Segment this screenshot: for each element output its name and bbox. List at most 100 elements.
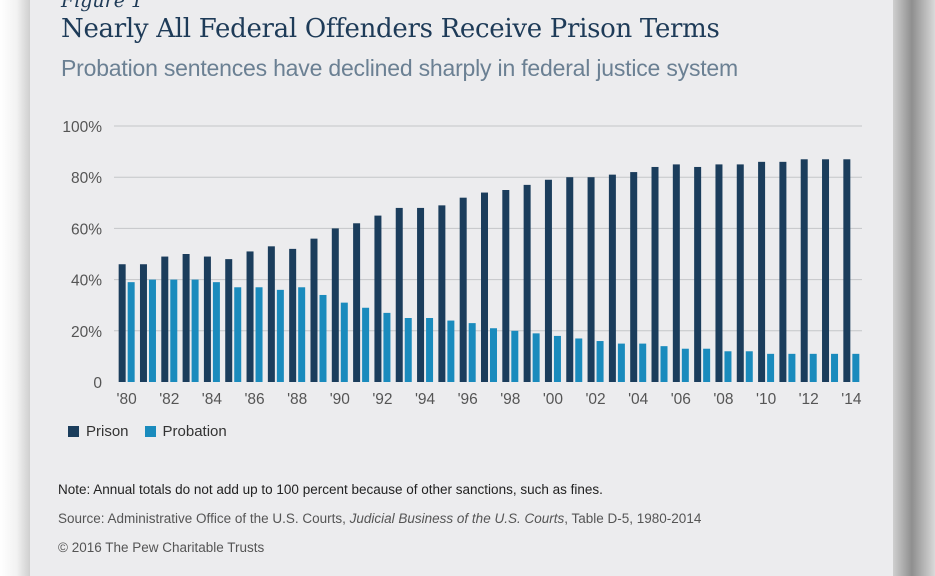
bar-probation-1999 [532,333,540,382]
x-tick-label: '02 [585,391,605,408]
bar-probation-1991 [362,307,370,382]
bar-probation-1981 [148,279,156,382]
legend: Prison Probation [68,423,243,440]
bar-probation-2009 [745,351,753,382]
bar-prison-1985 [225,259,233,382]
x-tick-label: '84 [202,391,223,408]
x-tick-label: '04 [628,391,649,408]
bar-prison-1989 [310,238,318,382]
bar-probation-2000 [553,335,561,382]
x-tick-label: '80 [117,391,138,408]
bar-prison-1998 [502,190,510,382]
legend-swatch-probation [144,426,156,437]
bar-prison-1982 [161,256,169,382]
bar-prison-2000 [544,179,552,382]
source-suffix: , Table D-5, 1980-2014 [564,511,702,526]
chart-title: Nearly All Federal Offenders Receive Pri… [61,14,720,44]
y-tick-label: 40% [71,273,102,290]
bar-prison-2011 [779,161,787,382]
bar-probation-2012 [809,353,817,382]
bar-prison-2004 [630,172,638,382]
bar-probation-2004 [639,343,647,382]
bar-probation-1988 [298,287,306,382]
bar-probation-2001 [575,338,583,382]
bar-probation-1996 [468,323,476,382]
y-tick-label: 60% [71,221,102,238]
x-tick-label: '94 [415,391,436,408]
bar-prison-2002 [587,177,595,382]
y-tick-label: 0 [93,375,102,392]
bar-probation-1987 [276,289,284,382]
x-tick-label: '08 [713,391,733,408]
x-tick-label: '00 [543,391,564,408]
bar-prison-1991 [353,223,361,382]
bar-prison-2005 [651,166,659,382]
bar-probation-1994 [426,318,434,382]
bar-prison-1990 [331,228,339,382]
bar-probation-2008 [724,351,732,382]
y-tick-label: 100% [62,119,102,136]
bar-prison-1987 [267,246,275,382]
chart-note: Note: Annual totals do not add up to 100… [58,482,603,497]
bar-prison-1997 [481,192,488,382]
bar-prison-2009 [736,164,744,382]
x-tick-label: '14 [841,391,862,408]
bar-probation-1985 [234,287,242,382]
bar-prison-1993 [395,207,403,382]
chart-subtitle: Probation sentences have declined sharpl… [61,55,738,81]
x-tick-label: '88 [287,391,307,408]
legend-label-prison: Prison [86,423,129,440]
x-tick-label: '86 [244,391,264,408]
bar-probation-2013 [831,353,839,382]
bar-prison-2007 [694,166,702,382]
bar-prison-1983 [182,254,190,382]
x-tick-label: '82 [159,391,179,408]
y-tick-label: 20% [71,324,102,341]
bar-prison-2001 [566,177,574,382]
bar-probation-2007 [703,348,711,382]
bar-prison-1992 [374,215,382,382]
legend-item-probation: Probation [144,423,227,440]
bar-probation-2010 [767,353,775,382]
bar-probation-2011 [788,353,796,382]
bar-probation-1998 [511,330,519,382]
bar-probation-1992 [383,312,391,382]
shadow-frame-right [893,0,935,576]
figure-card: Figure 1 Nearly All Federal Offenders Re… [30,0,893,576]
shadow-frame-left [0,0,30,576]
bar-prison-1996 [459,197,467,382]
bar-prison-2012 [800,159,808,382]
bar-prison-1995 [438,205,446,382]
bar-prison-2008 [715,164,723,382]
bar-prison-1981 [139,264,147,382]
bar-probation-1984 [212,282,220,382]
x-tick-label: '96 [458,391,478,408]
bar-prison-2003 [608,174,616,382]
legend-item-prison: Prison [68,423,129,440]
bar-prison-2014 [843,159,851,382]
figure-label: Figure 1 [61,0,144,12]
x-tick-label: '90 [330,391,351,408]
x-tick-label: '06 [671,391,691,408]
bar-probation-1986 [255,287,263,382]
x-tick-label: '98 [500,391,520,408]
copyright: © 2016 The Pew Charitable Trusts [58,540,265,555]
bar-probation-2002 [596,341,604,382]
bar-prison-1984 [203,256,211,382]
bar-probation-2003 [617,343,625,382]
y-tick-label: 80% [71,170,102,187]
source-publication: Judicial Business of the U.S. Courts [349,511,565,526]
bar-prison-1994 [417,207,425,382]
bar-prison-2013 [822,159,830,382]
bar-probation-1997 [490,328,497,382]
bar-probation-2006 [681,348,689,382]
bar-probation-1989 [319,294,327,382]
bar-prison-2006 [672,164,680,382]
bar-probation-1983 [191,279,199,382]
legend-swatch-prison [68,426,79,437]
bar-probation-1982 [170,279,178,382]
bar-prison-1986 [246,251,254,382]
bar-probation-1990 [340,302,348,382]
bar-prison-2010 [758,161,766,382]
